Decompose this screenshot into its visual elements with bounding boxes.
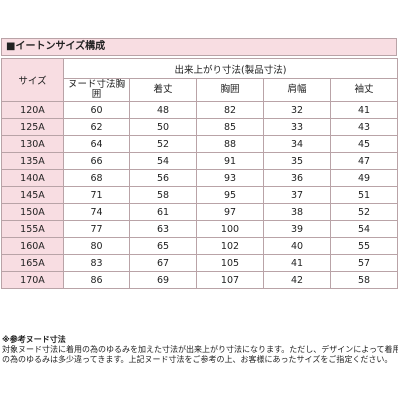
table-row: 165A 83 67 105 41 57 bbox=[1, 254, 399, 272]
table-row: 150A 74 61 97 38 52 bbox=[1, 203, 399, 221]
col-header-length: 着丈 bbox=[129, 78, 197, 102]
col-header-nude-chest: ヌード寸法胸囲 bbox=[63, 78, 130, 102]
shoulder-cell: 34 bbox=[263, 135, 331, 153]
size-label: 155A bbox=[1, 220, 64, 238]
chest-cell: 102 bbox=[196, 237, 264, 255]
chest-cell: 100 bbox=[196, 220, 264, 238]
sleeve-cell: 54 bbox=[329, 220, 399, 238]
size-label: 140A bbox=[1, 169, 64, 187]
length-cell: 52 bbox=[129, 135, 197, 153]
shoulder-cell: 39 bbox=[263, 220, 331, 238]
shoulder-cell: 41 bbox=[263, 254, 331, 272]
nude-chest-cell: 66 bbox=[63, 152, 130, 170]
shoulder-cell: 37 bbox=[263, 186, 331, 204]
length-cell: 65 bbox=[129, 237, 197, 255]
chest-cell: 95 bbox=[196, 186, 264, 204]
shoulder-cell: 36 bbox=[263, 169, 331, 187]
chest-cell: 88 bbox=[196, 135, 264, 153]
length-cell: 48 bbox=[129, 101, 197, 119]
size-column-header: サイズ bbox=[1, 58, 64, 102]
size-label: 150A bbox=[1, 203, 64, 221]
notes: ※参考ヌード寸法 対象ヌード寸法に着用の為のゆるみを加えた寸法が出来上がり寸法に… bbox=[2, 335, 398, 365]
nude-chest-cell: 83 bbox=[63, 254, 130, 272]
length-cell: 54 bbox=[129, 152, 197, 170]
length-cell: 61 bbox=[129, 203, 197, 221]
length-cell: 50 bbox=[129, 118, 197, 136]
notes-line-2: の為のゆるみは多少違ってきます。上記ヌード寸法をご参考の上、お客様にあったサイズ… bbox=[2, 355, 393, 364]
shoulder-cell: 38 bbox=[263, 203, 331, 221]
chest-cell: 85 bbox=[196, 118, 264, 136]
size-label: 130A bbox=[1, 135, 64, 153]
table-row: 140A 68 56 93 36 49 bbox=[1, 169, 399, 187]
chest-cell: 105 bbox=[196, 254, 264, 272]
size-label: 145A bbox=[1, 186, 64, 204]
measurement-group-header: 出来上がり寸法(製品寸法) bbox=[62, 58, 399, 79]
shoulder-cell: 35 bbox=[263, 152, 331, 170]
sleeve-cell: 55 bbox=[329, 237, 399, 255]
table-row: 125A 62 50 85 33 43 bbox=[1, 118, 399, 136]
nude-chest-cell: 64 bbox=[63, 135, 130, 153]
table-row: 135A 66 54 91 35 47 bbox=[1, 152, 399, 170]
col-header-shoulder: 肩幅 bbox=[263, 78, 331, 102]
length-cell: 58 bbox=[129, 186, 197, 204]
length-cell: 63 bbox=[129, 220, 197, 238]
nude-chest-cell: 77 bbox=[63, 220, 130, 238]
table-row: 155A 77 63 100 39 54 bbox=[1, 220, 399, 238]
sleeve-cell: 52 bbox=[329, 203, 399, 221]
shoulder-cell: 32 bbox=[263, 101, 331, 119]
col-header-chest: 胸囲 bbox=[196, 78, 264, 102]
sleeve-cell: 57 bbox=[329, 254, 399, 272]
header-row: サイズ 出来上がり寸法(製品寸法) bbox=[1, 58, 399, 102]
chest-cell: 97 bbox=[196, 203, 264, 221]
length-cell: 69 bbox=[129, 271, 197, 289]
nude-chest-cell: 60 bbox=[63, 101, 130, 119]
col-header-sleeve: 袖丈 bbox=[329, 78, 399, 102]
notes-line-1: 対象ヌード寸法に着用の為のゆるみを加えた寸法が出来上がり寸法になります。ただし、… bbox=[2, 345, 398, 354]
table-row: 160A 80 65 102 40 55 bbox=[1, 237, 399, 255]
sleeve-cell: 47 bbox=[329, 152, 399, 170]
sleeve-cell: 41 bbox=[329, 101, 399, 119]
size-label: 160A bbox=[1, 237, 64, 255]
chest-cell: 93 bbox=[196, 169, 264, 187]
size-label: 170A bbox=[1, 271, 64, 289]
table-row: 170A 86 69 107 42 58 bbox=[1, 271, 399, 289]
sleeve-cell: 51 bbox=[329, 186, 399, 204]
shoulder-cell: 42 bbox=[263, 271, 331, 289]
length-cell: 56 bbox=[129, 169, 197, 187]
section-title: ■イートンサイズ構成 bbox=[1, 38, 397, 56]
nude-chest-cell: 62 bbox=[63, 118, 130, 136]
sleeve-cell: 49 bbox=[329, 169, 399, 187]
chest-cell: 91 bbox=[196, 152, 264, 170]
notes-title: ※参考ヌード寸法 bbox=[2, 335, 66, 344]
size-table: サイズ 出来上がり寸法(製品寸法) ヌード寸法胸囲 着丈 胸囲 肩幅 袖丈 12… bbox=[1, 58, 399, 289]
size-label: 165A bbox=[1, 254, 64, 272]
shoulder-cell: 33 bbox=[263, 118, 331, 136]
length-cell: 67 bbox=[129, 254, 197, 272]
size-label: 125A bbox=[1, 118, 64, 136]
size-label: 135A bbox=[1, 152, 64, 170]
chest-cell: 107 bbox=[196, 271, 264, 289]
nude-chest-cell: 86 bbox=[63, 271, 130, 289]
size-label: 120A bbox=[1, 101, 64, 119]
subheader-row: ヌード寸法胸囲 着丈 胸囲 肩幅 袖丈 bbox=[2, 78, 399, 102]
sleeve-cell: 43 bbox=[329, 118, 399, 136]
sleeve-cell: 58 bbox=[329, 271, 399, 289]
nude-chest-cell: 80 bbox=[63, 237, 130, 255]
shoulder-cell: 40 bbox=[263, 237, 331, 255]
table-row: 130A 64 52 88 34 45 bbox=[1, 135, 399, 153]
nude-chest-cell: 74 bbox=[63, 203, 130, 221]
sleeve-cell: 45 bbox=[329, 135, 399, 153]
nude-chest-cell: 68 bbox=[63, 169, 130, 187]
nude-chest-cell: 71 bbox=[63, 186, 130, 204]
chest-cell: 82 bbox=[196, 101, 264, 119]
table-row: 120A 60 48 82 32 41 bbox=[1, 101, 399, 119]
table-row: 145A 71 58 95 37 51 bbox=[1, 186, 399, 204]
